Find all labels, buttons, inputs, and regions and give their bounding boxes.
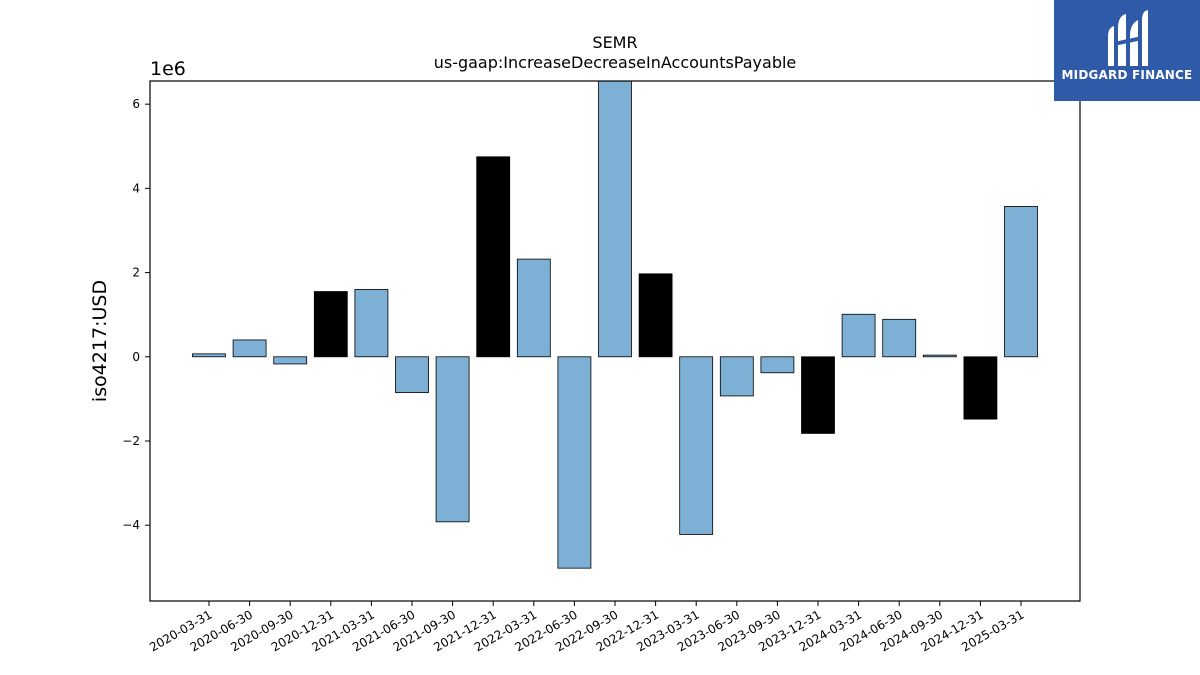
bar-2022-03-31 [516, 258, 551, 358]
bar-2023-12-31 [801, 356, 835, 434]
y-tick-label: 4 [132, 181, 140, 195]
bar-2022-09-30 [598, 80, 632, 358]
bar-2020-12-31 [313, 291, 348, 358]
y-tick-label: 6 [132, 97, 140, 111]
bar-2020-03-31 [192, 353, 226, 358]
chart-subtitle: us-gaap:IncreaseDecreaseInAccountsPayabl… [434, 53, 797, 72]
bar-2022-12-31 [638, 273, 673, 358]
bar-2024-09-30 [922, 354, 957, 358]
bar-2025-03-31 [1004, 206, 1038, 358]
bar-2020-09-30 [273, 356, 308, 365]
bar-2021-12-31 [476, 156, 511, 358]
bar-2021-06-30 [395, 356, 429, 393]
y-tick-label: −2 [122, 434, 140, 448]
y-axis-label: iso4217:USD [89, 280, 111, 402]
chart-title: SEMR [592, 33, 637, 52]
y-axis-ticks: −4 −2 0 2 4 6 [122, 97, 150, 532]
bar-2021-03-31 [354, 289, 389, 358]
bar-2024-03-31 [841, 313, 876, 358]
bar-2020-06-30 [232, 339, 267, 358]
y-tick-label: 0 [132, 350, 140, 364]
y-scale-label: 1e6 [150, 58, 186, 80]
bar-2023-09-30 [760, 356, 795, 374]
bar-2022-06-30 [557, 356, 592, 569]
bar-2023-06-30 [719, 356, 754, 397]
bar-2021-09-30 [435, 356, 470, 523]
x-axis-ticks: 2020-03-312020-06-302020-09-302020-12-31… [147, 601, 1027, 654]
midgard-m-logo-icon [1108, 10, 1148, 66]
bars-layer [192, 80, 1038, 569]
brand-logo: MIDGARD FINANCE [1054, 0, 1200, 101]
brand-name: MIDGARD FINANCE [1061, 68, 1193, 82]
y-tick-label: −4 [122, 518, 140, 532]
bar-2024-12-31 [963, 356, 998, 420]
bar-2024-06-30 [882, 318, 917, 358]
bar-2023-03-31 [679, 356, 714, 535]
y-tick-label: 2 [132, 266, 140, 280]
